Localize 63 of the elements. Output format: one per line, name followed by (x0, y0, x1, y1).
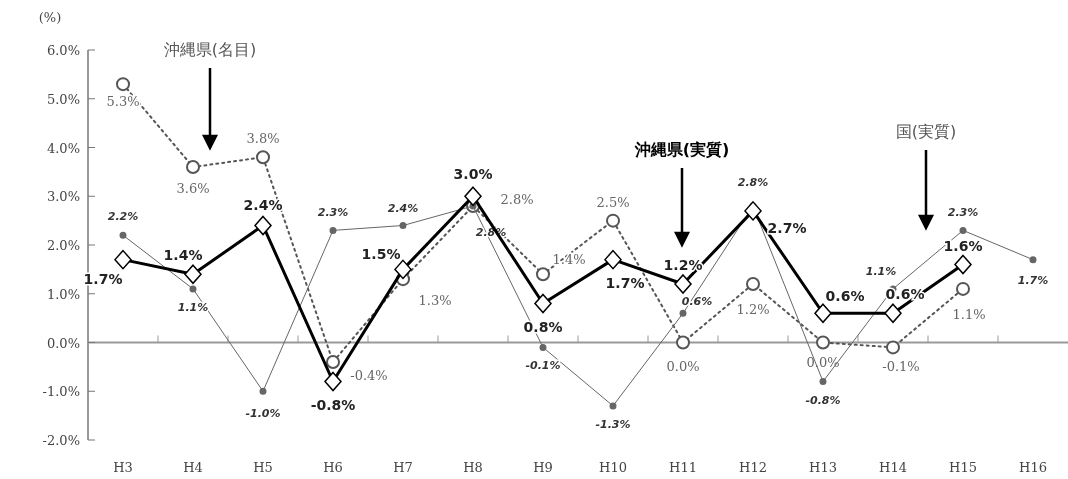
y-axis-title: (%) (38, 10, 62, 25)
y-tick-label: 3.0% (46, 189, 80, 205)
data-label: 2.4% (243, 196, 283, 213)
y-tick-label: -1.0% (42, 384, 80, 400)
data-label: 0.6% (681, 295, 713, 309)
data-label: 3.6% (176, 181, 210, 196)
annotation: 沖縄県(名目) (163, 40, 257, 59)
x-tick-label: H7 (393, 460, 413, 475)
data-label: 3.8% (246, 131, 280, 147)
data-label: 2.8% (500, 192, 534, 207)
data-label: 2.4% (387, 201, 419, 215)
data-label: -0.1% (525, 359, 561, 373)
data-label: 1.7% (83, 270, 123, 287)
data-label: 1.7% (1017, 273, 1049, 287)
data-label: -1.0% (245, 407, 281, 421)
x-tick-label: H12 (739, 460, 767, 475)
data-label: 0.0% (666, 358, 700, 374)
data-label: -0.1% (882, 359, 920, 375)
x-tick-label: H9 (533, 460, 553, 475)
data-label: 2.2% (107, 210, 139, 224)
x-tick-label: H8 (463, 460, 483, 475)
data-label: 1.4% (552, 252, 586, 268)
x-tick-label: H16 (1019, 460, 1047, 475)
data-label: 1.2% (736, 302, 770, 317)
data-label: 2.5% (596, 194, 630, 210)
x-tick-label: H4 (183, 460, 203, 475)
x-tick-label: H13 (809, 460, 837, 475)
x-tick-label: H6 (323, 460, 343, 475)
y-tick-label: -2.0% (42, 433, 80, 448)
data-label: 2.8% (737, 176, 769, 189)
x-tick-label: H11 (669, 460, 697, 475)
data-label: -0.8% (805, 393, 841, 407)
data-label: 2.7% (767, 219, 807, 236)
data-label: 1.1% (952, 306, 986, 322)
data-label: 0.8% (523, 318, 563, 335)
data-label: 1.6% (943, 237, 983, 254)
annotation: 沖縄県(実質) (633, 140, 730, 159)
data-label: -0.4% (350, 368, 388, 383)
data-label: 1.1% (177, 300, 209, 314)
y-tick-label: 4.0% (46, 140, 80, 156)
x-tick-label: H10 (599, 460, 627, 475)
y-tick-label: 2.0% (46, 238, 80, 253)
data-label: -1.3% (595, 417, 631, 431)
data-label: 1.1% (865, 264, 897, 278)
data-label: 1.4% (163, 247, 203, 264)
data-label: 3.0% (453, 166, 493, 183)
x-tick-label: H14 (879, 460, 907, 475)
data-label: 5.3% (106, 94, 140, 110)
data-label: 1.5% (361, 246, 401, 263)
x-tick-label: H5 (253, 460, 273, 475)
data-label: -0.8% (310, 396, 356, 413)
x-tick-label: H3 (113, 460, 133, 475)
y-tick-label: 6.0% (46, 43, 80, 58)
data-label: 1.3% (418, 293, 452, 309)
data-label: 0.6% (825, 288, 865, 305)
data-label: 1.7% (605, 274, 645, 291)
y-tick-label: 1.0% (46, 286, 80, 302)
data-label: 2.3% (317, 206, 349, 220)
y-tick-label: 0.0% (46, 335, 80, 351)
y-tick-label: 5.0% (46, 91, 80, 107)
annotation: 国(実質) (895, 122, 957, 141)
x-tick-label: H15 (949, 460, 977, 475)
data-label: 2.3% (947, 206, 979, 220)
